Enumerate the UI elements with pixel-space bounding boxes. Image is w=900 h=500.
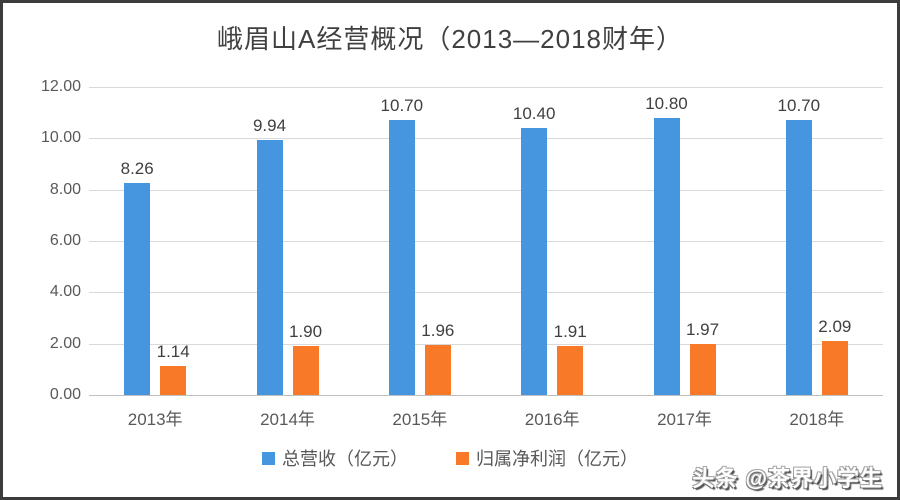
y-axis-tick-label: 2.00 [49,334,81,352]
y-axis-tick-label: 10.00 [40,129,81,147]
x-axis-tick-label: 2015年 [392,410,448,429]
chart-title: 峨眉山A经营概况（2013—2018财年） [216,24,684,54]
bar-net-profit [424,344,451,395]
bar-value-label: 1.90 [288,322,323,342]
bar-net-profit [689,344,716,395]
bar-value-label: 1.14 [156,341,190,361]
bar-revenue [653,117,680,395]
bar-net-profit [160,365,187,395]
bar-value-label: 10.40 [512,104,556,124]
gridline [89,189,883,191]
bar-value-label: 8.26 [120,158,154,178]
y-axis-tick-label: 4.00 [49,283,81,301]
bar-value-label: 10.70 [380,96,424,116]
net-profit-series-marker-icon [456,451,469,465]
y-axis-tick-label: 6.00 [49,232,81,249]
x-axis-tick-label: 2013年 [127,410,183,429]
legend-label-net-profit: 归属净利润（亿元） [476,449,638,469]
bar-revenue [388,120,415,395]
x-axis-tick-label: 2016年 [524,410,580,429]
bar-net-profit [557,345,584,395]
bar-value-label: 9.94 [252,115,287,135]
gridline [89,292,883,294]
legend: 总营收（亿元） 归属净利润（亿元） [3,445,897,471]
bar-revenue [521,128,548,395]
bar-revenue [256,139,283,395]
gridline [89,87,883,88]
bar-value-label: 1.91 [553,321,587,341]
bar-net-profit [821,341,848,395]
y-axis-tick-label: 12.00 [40,78,81,95]
gridline [89,343,883,345]
bar-value-label: 10.70 [777,96,821,116]
x-axis-tick-label: 2017年 [657,410,712,429]
revenue-series-marker-icon [262,451,275,465]
bar-value-label: 1.96 [421,320,455,340]
gridline [89,138,883,140]
bar-value-label: 10.80 [645,93,688,113]
bar-value-label: 1.97 [685,320,720,340]
bar-net-profit [292,346,319,395]
legend-label-revenue: 总营收（亿元） [282,449,408,469]
y-axis-tick-label: 8.00 [49,180,81,198]
legend-item-net-profit: 归属净利润（亿元） [456,445,638,471]
bar-revenue [124,182,151,395]
x-axis-tick-label: 2018年 [789,410,845,429]
gridline [89,395,883,396]
bar-value-label: 2.09 [818,317,852,337]
gridline [89,241,883,242]
y-axis-tick-label: 0.00 [49,386,81,403]
x-axis-tick-label: 2014年 [260,410,315,429]
watermark: 头条 @茶界小学生 [692,466,883,491]
legend-item-revenue: 总营收（亿元） [262,445,408,471]
bar-revenue [785,120,812,395]
